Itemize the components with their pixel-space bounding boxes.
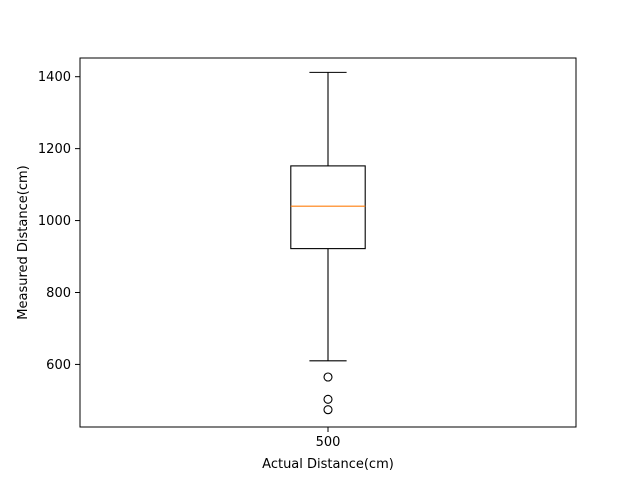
x-axis-label: Actual Distance(cm) [262,457,394,472]
y-tick-label: 1200 [38,142,71,157]
outlier-point [323,394,333,404]
box-series [290,71,366,415]
box-iqr [290,165,366,250]
y-tick-label: 800 [46,286,71,301]
y-axis: 600 800 1000 1200 1400 [38,70,80,373]
y-tick-label: 600 [46,358,71,373]
y-tick-label: 1000 [38,214,71,229]
x-tick-label: 500 [316,435,341,450]
outlier-point [323,405,333,415]
y-axis-label: Measured Distance(cm) [16,165,31,319]
box-group [290,71,366,415]
x-axis: 500 [316,427,341,450]
outlier-point [323,372,333,382]
y-tick-label: 1400 [38,70,71,85]
